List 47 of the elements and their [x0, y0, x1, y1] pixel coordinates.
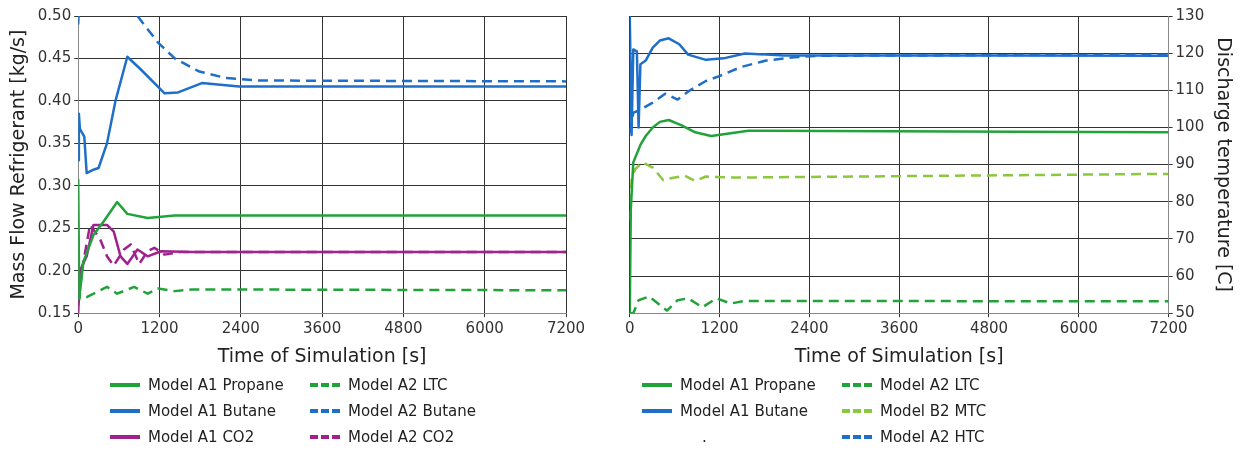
legend-label: Model A1 Butane: [148, 402, 276, 420]
legend-label: Model A1 Propane: [680, 376, 816, 394]
x-tick-label: 4800: [384, 319, 423, 338]
y2-tick-label: 100: [1175, 117, 1205, 136]
x-axis-title: Time of Simulation [s]: [216, 343, 427, 366]
y-tick-label: 0.30: [37, 175, 72, 194]
y2-tick-label: 130: [1175, 5, 1205, 24]
x-tick-label: 6000: [1059, 319, 1098, 338]
x-tick-label: 0: [625, 319, 635, 338]
x-tick-label: 0: [73, 319, 83, 338]
legend-label: Model A2 Butane: [348, 402, 476, 420]
y2-tick-label: 70: [1175, 228, 1195, 247]
x-tick-label: 2400: [790, 319, 829, 338]
y2-tick-label: 90: [1175, 154, 1195, 173]
legend-label: Model B2 MTC: [880, 402, 987, 420]
y-tick-label: 0.25: [37, 218, 72, 237]
y-axis-title: Mass Flow Refrigerant [kg/s]: [6, 29, 29, 300]
y2-tick-label: 60: [1175, 265, 1195, 284]
y-tick-label: 0.45: [37, 48, 72, 67]
legend-label: Model A2 HTC: [880, 428, 985, 446]
x-tick-label: 1200: [140, 319, 179, 338]
legend-label: Model A2 LTC: [880, 376, 980, 394]
legend-label: Model A1 Butane: [680, 402, 808, 420]
x-tick-label: 7200: [1149, 319, 1188, 338]
y2-tick-label: 50: [1175, 303, 1195, 322]
y2-axis-title: Discharge temperature [C]: [1213, 37, 1236, 292]
y2-tick-label: 120: [1175, 43, 1205, 62]
legend-label: Model A1 Propane: [148, 376, 284, 394]
y2-tick-label: 110: [1175, 80, 1205, 99]
x-tick-label: 3600: [303, 319, 342, 338]
y-tick-label: 0.50: [37, 5, 72, 24]
x-tick-label: 7200: [546, 319, 586, 338]
text: .: [701, 427, 708, 448]
legend-label: Model A2 CO2: [348, 428, 455, 446]
legend-label: Model A2 LTC: [348, 376, 448, 394]
x-tick-label: 1200: [700, 319, 739, 338]
x-axis-title: Time of Simulation [s]: [793, 343, 1004, 366]
y-tick-label: 0.20: [37, 260, 72, 279]
x-tick-label: 6000: [465, 319, 504, 338]
x-tick-label: 3600: [880, 319, 919, 338]
y2-tick-label: 80: [1175, 191, 1195, 210]
x-tick-label: 2400: [221, 319, 260, 338]
y-tick-label: 0.15: [37, 303, 72, 322]
y-tick-label: 0.40: [37, 90, 72, 109]
y-tick-label: 0.35: [37, 133, 72, 152]
legend-label: Model A1 CO2: [148, 428, 255, 446]
x-tick-label: 4800: [969, 319, 1009, 338]
